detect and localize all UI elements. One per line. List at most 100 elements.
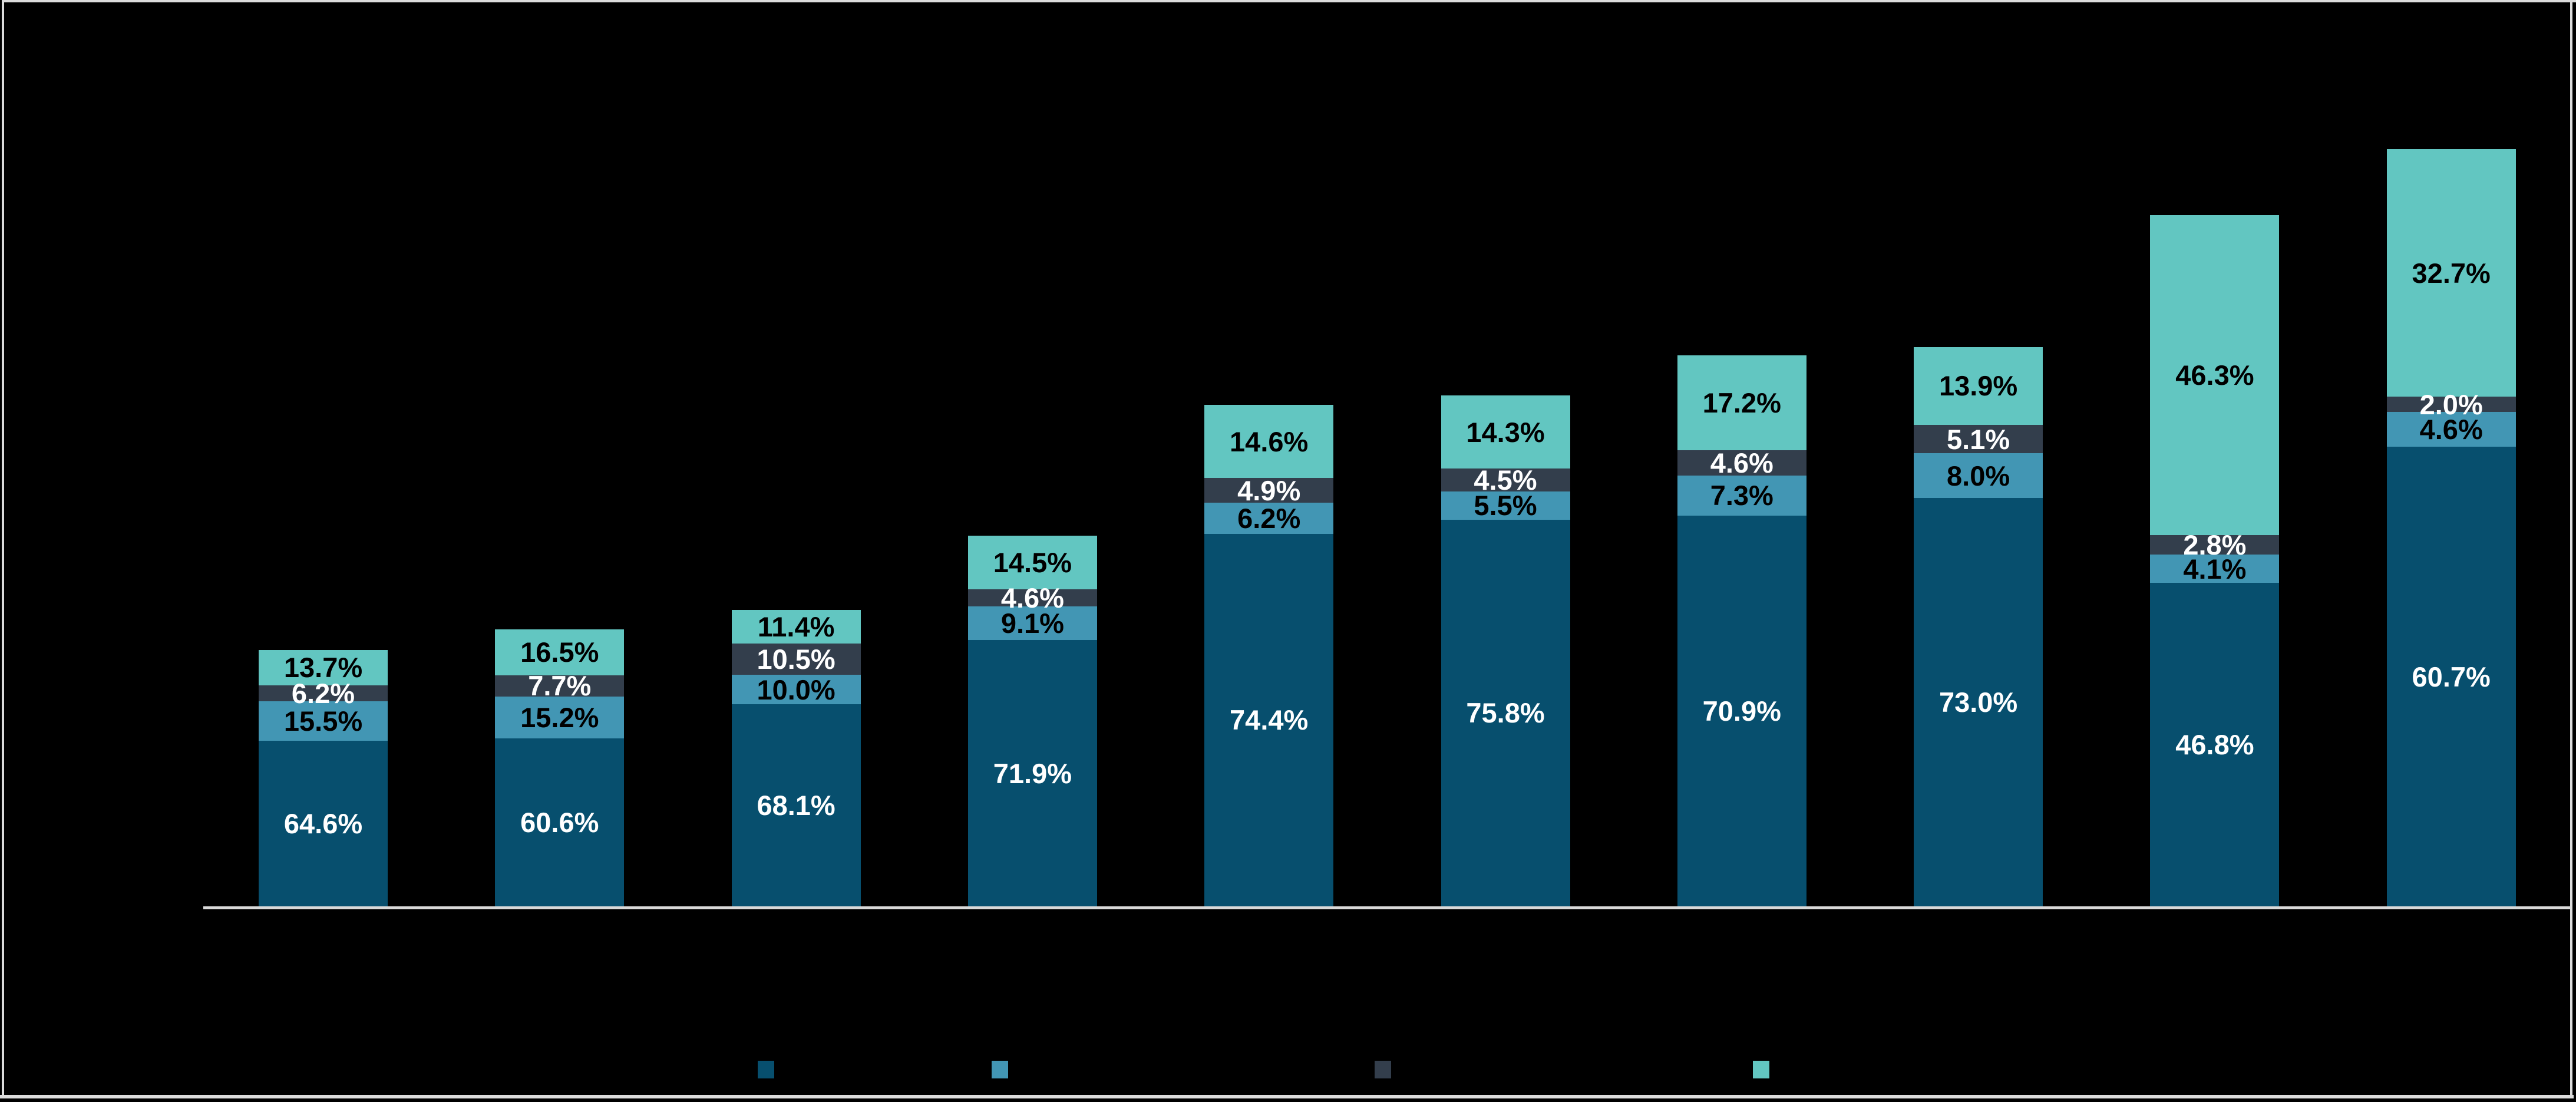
segment-label: 14.5% [993,547,1072,579]
bar-segment-medium_blue: 5.5% [1441,491,1570,520]
segment-label: 46.8% [2175,729,2254,761]
bar-segment-medium_blue: 15.5% [259,701,388,741]
stacked-bar: 60.6% 15.2% 7.7% 16.5% [495,629,625,906]
slide-frame-top-border [2,0,2576,2]
stacked-bar: 75.8% 5.5% 4.5% 14.3% [1441,395,1570,906]
segment-label: 8.0% [1947,460,2010,491]
bar-segment-slate: 7.7% [495,670,625,702]
segment-label: 5.1% [1947,423,2010,455]
bar-segment-dark_blue: 64.6% [259,741,388,906]
bar-segment-teal: 11.4% [731,610,861,644]
bar-segment-teal: 13.7% [259,650,388,685]
bar-segment-teal: 46.3% [2150,215,2280,536]
bar-segment-dark_blue: 60.7% [2386,447,2516,906]
bar-segment-dark_blue: 70.9% [1677,516,1806,906]
bar-segment-dark_blue: 46.8% [2150,583,2280,906]
bar-segment-dark_blue: 60.6% [495,738,625,906]
segment-label: 14.6% [1230,425,1309,457]
segment-label: 60.7% [2412,661,2491,692]
bar-segment-slate: 5.1% [1914,423,2043,455]
bar-segment-slate: 4.5% [1441,464,1570,496]
bar-segment-dark_blue: 71.9% [967,640,1097,906]
stacked-bar: 70.9% 7.3% 4.6% 17.2% [1677,355,1806,906]
segment-label: 11.4% [757,611,835,643]
bar-segment-medium_blue: 10.0% [731,674,861,705]
bar-segment-teal: 14.6% [1204,405,1334,479]
segment-label: 73.0% [1938,687,2018,718]
bar-segment-teal: 14.5% [967,536,1097,590]
segment-label: 10.0% [757,674,835,705]
bar-segment-medium_blue: 4.1% [2150,553,2280,585]
segment-label: 14.3% [1466,416,1545,448]
stacked-bar: 71.9% 9.1% 4.6% 14.5% [967,536,1097,906]
legend [0,1061,2576,1081]
segment-label: 68.1% [757,790,835,821]
segment-label: 7.3% [1710,480,1774,512]
bar-segment-medium_blue: 8.0% [1914,453,2043,499]
stacked-bar: 64.6% 15.5% 6.2% 13.7% [259,650,388,906]
segment-label: 4.6% [1710,447,1774,479]
stacked-bar: 74.4% 6.2% 4.9% 14.6% [1204,405,1334,906]
slide-frame-right-border [2570,2,2572,1097]
segment-label: 4.9% [1237,474,1301,506]
bar-segment-slate: 10.5% [731,644,861,675]
bar-segment-slate: 6.2% [259,679,388,707]
segment-label: 2.8% [2183,529,2247,561]
segment-label: 46.3% [2175,359,2254,391]
bar-segment-teal: 32.7% [2386,149,2516,397]
bar-segment-medium_blue: 9.1% [967,606,1097,641]
legend-swatch-teal [1753,1061,1769,1078]
legend-swatch-slate [1375,1061,1391,1078]
stacked-bar: 60.7% 4.6% 2.0% 32.7% [2386,149,2516,906]
segment-label: 71.9% [993,757,1072,789]
stacked-bar: 68.1% 10.0% 10.5% 11.4% [731,610,861,906]
segment-label: 6.2% [291,677,355,709]
bar-segment-medium_blue: 7.3% [1677,475,1806,516]
segment-label: 32.7% [2412,257,2491,289]
legend-swatch-dark_blue [758,1061,774,1078]
bar-segment-medium_blue: 6.2% [1204,502,1334,534]
bar-segment-teal: 16.5% [495,629,625,675]
bar-segment-dark_blue: 75.8% [1441,519,1570,906]
bar-segment-medium_blue: 15.2% [495,696,625,739]
x-axis-line [203,906,2570,909]
bar-segment-slate: 4.6% [967,584,1097,612]
segment-label: 6.2% [1237,502,1301,534]
segment-label: 4.6% [1000,582,1064,614]
segment-label: 17.2% [1702,387,1781,418]
bar-segment-slate: 4.6% [1677,447,1806,479]
bar-segment-dark_blue: 68.1% [731,704,861,906]
slide-frame-left-border [2,2,4,1097]
segment-label: 2.0% [2419,388,2483,420]
bar-segment-teal: 13.9% [1914,347,2043,425]
segment-label: 5.5% [1474,490,1537,522]
segment-label: 9.1% [1000,608,1064,639]
bar-segment-teal: 17.2% [1677,355,1806,450]
bar-segment-slate: 2.0% [2386,391,2516,418]
segment-label: 16.5% [520,636,599,668]
bar-segment-dark_blue: 74.4% [1204,533,1334,906]
segment-label: 13.9% [1938,370,2018,402]
segment-label: 4.1% [2183,553,2247,585]
segment-label: 10.5% [757,644,835,675]
stacked-bar: 46.8% 4.1% 2.8% 46.3% [2150,215,2280,906]
segment-label: 7.7% [528,670,592,702]
segment-label: 75.8% [1466,697,1545,729]
segment-label: 70.9% [1702,695,1781,727]
stacked-bar: 73.0% 8.0% 5.1% 13.9% [1914,347,2043,906]
bar-segment-dark_blue: 73.0% [1914,498,2043,906]
segment-label: 60.6% [520,807,599,839]
segment-label: 15.2% [520,701,599,733]
segment-label: 15.5% [283,705,363,737]
segment-label: 74.4% [1230,704,1309,736]
bar-segment-slate: 4.9% [1204,474,1334,506]
bar-segment-slate: 2.8% [2150,531,2280,559]
segment-label: 13.7% [283,652,363,684]
segment-label: 4.6% [2419,413,2483,445]
bar-segment-teal: 14.3% [1441,395,1570,468]
slide-frame-bottom-border [0,1095,2574,1098]
segment-label: 64.6% [283,808,363,839]
segment-label: 4.5% [1474,464,1537,496]
